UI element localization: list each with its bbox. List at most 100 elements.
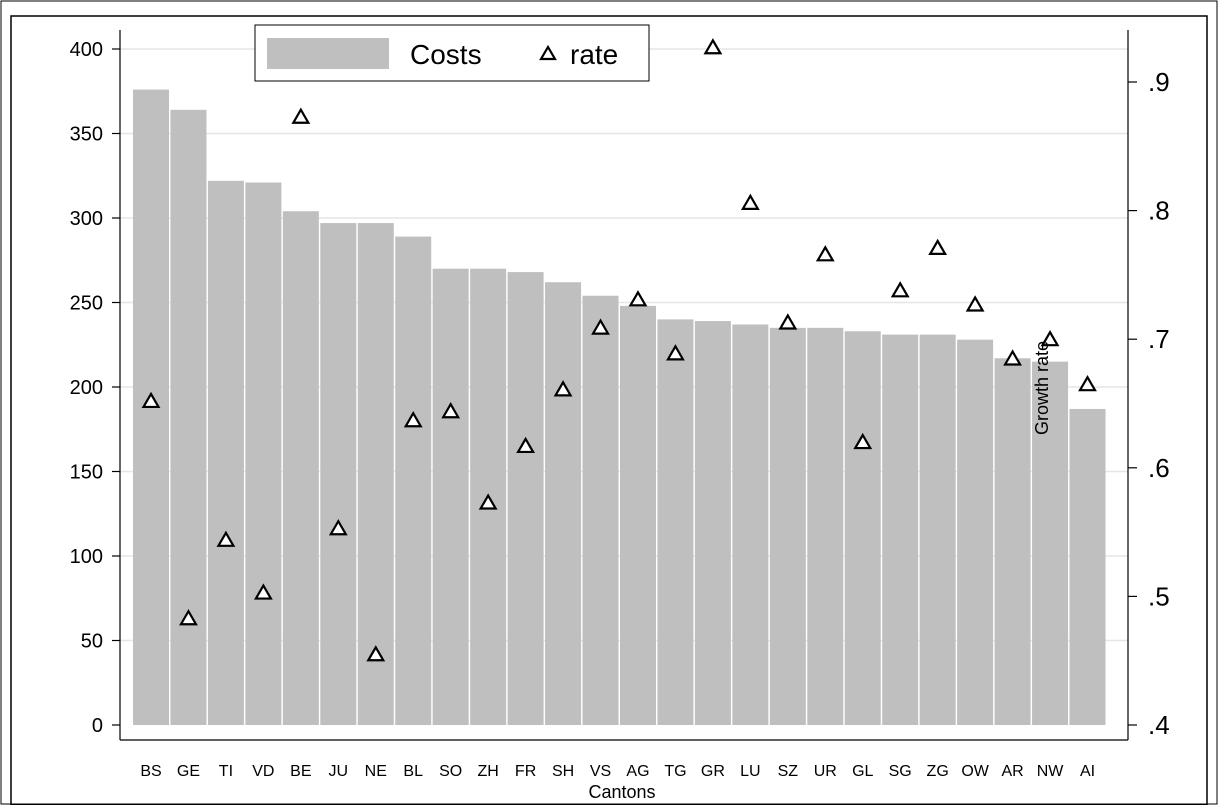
bar-tg [657,319,694,725]
bar-ag [619,305,656,725]
axes: 0 50 100 150 200 250 300 350 400 .4 .5 .6 .7 .8 .9 BS GE… [70,30,1170,780]
x-tick-label-bs: BS [140,763,161,780]
bar-vd [245,182,282,725]
rate-point-ge [179,609,198,626]
x-tick-label-ge: GE [177,763,200,780]
rate-point-zh [478,493,498,510]
bar-nw [1032,361,1069,725]
x-axis-title: Cantons [588,782,655,802]
x-tick-label-ai: AI [1080,763,1095,780]
rate-point-ju [328,519,348,536]
rate-point-sz [778,313,798,330]
x-tick-label-sg: SG [889,763,912,780]
rate-point-ar [1003,349,1022,366]
bar-vs [582,295,619,725]
bar-ge [170,109,207,726]
plot-frame [10,15,1208,805]
legend-label-costs: Costs [410,39,482,70]
rate-point-ow [965,295,985,312]
cost-bars [133,89,1106,726]
x-tick-label-bl: BL [403,763,423,780]
rate-point-sg [890,281,910,298]
right-axis-title: Growth rate [1032,341,1052,435]
left-tick-label: 350 [70,124,103,146]
x-tick-label-lu: LU [740,763,760,780]
rate-point-bl [403,411,423,428]
bar-ar [994,358,1031,725]
left-tick-label: 0 [92,715,103,737]
x-tick-label-sh: SH [552,763,574,780]
rate-point-gl [853,432,873,450]
bar-ow [957,339,994,725]
left-tick-label: 200 [70,377,103,399]
x-tick-label-vd: VD [252,763,274,780]
rate-point-ti [216,530,236,547]
bar-fr [507,272,544,725]
bar-sg [882,334,919,725]
x-tick-label-ow: OW [961,763,989,780]
x-tick-label-ju: JU [329,763,349,780]
rate-point-so [441,402,461,419]
x-tick-label-zh: ZH [477,763,498,780]
left-tick-label: 300 [70,208,103,230]
bar-so [432,268,469,725]
x-tick-label-zg: ZG [927,763,949,780]
left-tick-label: 400 [70,39,103,61]
bar-ur [807,327,844,725]
right-tick-label: .7 [1148,324,1170,354]
bar-gr [694,321,731,725]
rate-point-ur [815,245,835,262]
x-tick-label-ag: AG [626,763,649,780]
x-tick-label-sz: SZ [778,763,799,780]
bar-ju [320,223,357,725]
left-tick-label: 150 [70,462,103,484]
rate-point-bs [141,391,161,409]
bar-ti [207,180,244,725]
left-tick-label: 50 [81,631,103,653]
right-tick-label: .9 [1148,67,1170,97]
rate-point-tg [666,344,685,361]
rate-point-gr [703,38,723,55]
left-tick-label: 100 [70,546,103,568]
bar-ai [1069,408,1106,725]
rate-point-lu [740,193,760,210]
rate-point-sh [553,380,573,397]
bar-lu [732,324,769,725]
right-tick-label: .6 [1148,453,1170,483]
x-tick-label-be: BE [290,763,311,780]
rate-point-ne [366,645,386,662]
x-tick-label-gl: GL [852,763,873,780]
right-tick-label: .4 [1148,710,1170,740]
x-tick-label-fr: FR [515,763,536,780]
rate-point-be [291,107,311,124]
x-tick-label-ur: UR [814,763,837,780]
right-tick-label: .8 [1148,196,1170,226]
rate-markers [141,38,1097,662]
bar-ne [357,223,394,725]
bar-sz [769,327,806,725]
bar-bl [395,236,432,725]
rate-point-zg [928,238,948,255]
legend-swatch-costs [267,38,389,69]
rate-point-fr [516,436,536,454]
x-tick-label-ne: NE [365,763,387,780]
x-tick-label-ar: AR [1001,763,1023,780]
rate-point-ag [628,290,648,307]
x-tick-label-vs: VS [590,763,611,780]
rate-point-nw [1040,329,1060,347]
right-tick-label: .5 [1148,581,1170,611]
bar-sh [545,282,582,725]
x-tick-label-nw: NW [1037,763,1065,780]
x-tick-label-gr: GR [701,763,725,780]
rate-point-ai [1078,375,1097,392]
bar-be [282,211,319,726]
x-tick-label-ti: TI [219,763,233,780]
rate-point-vs [591,318,610,335]
left-tick-label: 250 [70,293,103,315]
rate-point-vd [253,583,273,600]
legend-label-rate: rate [570,39,618,70]
legend-marker-rate [539,44,557,61]
legend: Costs rate [254,24,650,82]
bar-zg [919,334,956,725]
